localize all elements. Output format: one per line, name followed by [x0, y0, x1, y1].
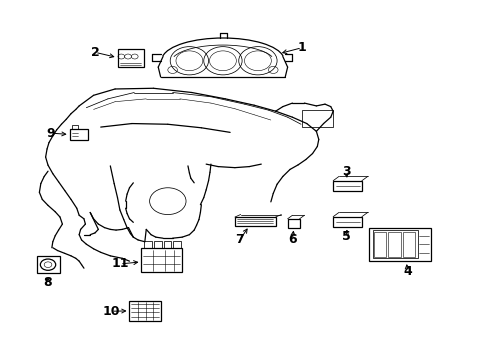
- Bar: [387, 232, 400, 257]
- Bar: [69, 129, 88, 140]
- Bar: [372, 230, 417, 258]
- Bar: [117, 49, 143, 67]
- Text: 6: 6: [287, 234, 296, 247]
- Text: 1: 1: [297, 41, 306, 54]
- Bar: [332, 217, 361, 226]
- Bar: [302, 110, 332, 127]
- Text: 3: 3: [341, 165, 350, 179]
- Text: 8: 8: [43, 276, 52, 289]
- Text: 4: 4: [402, 265, 411, 278]
- Bar: [332, 181, 361, 190]
- Bar: [163, 242, 171, 248]
- Text: 5: 5: [341, 230, 350, 243]
- Bar: [129, 301, 161, 321]
- Text: 2: 2: [90, 46, 99, 59]
- Bar: [287, 219, 299, 228]
- Text: 9: 9: [46, 127, 55, 140]
- Bar: [154, 242, 161, 248]
- Bar: [368, 228, 430, 261]
- Bar: [144, 242, 152, 248]
- Text: 7: 7: [235, 234, 244, 247]
- Bar: [173, 242, 181, 248]
- Bar: [402, 232, 414, 257]
- Text: 11: 11: [111, 257, 128, 270]
- Bar: [141, 248, 182, 273]
- Bar: [373, 232, 386, 257]
- Bar: [72, 125, 78, 129]
- Bar: [234, 217, 275, 226]
- Text: 10: 10: [102, 305, 120, 318]
- Bar: [37, 256, 60, 273]
